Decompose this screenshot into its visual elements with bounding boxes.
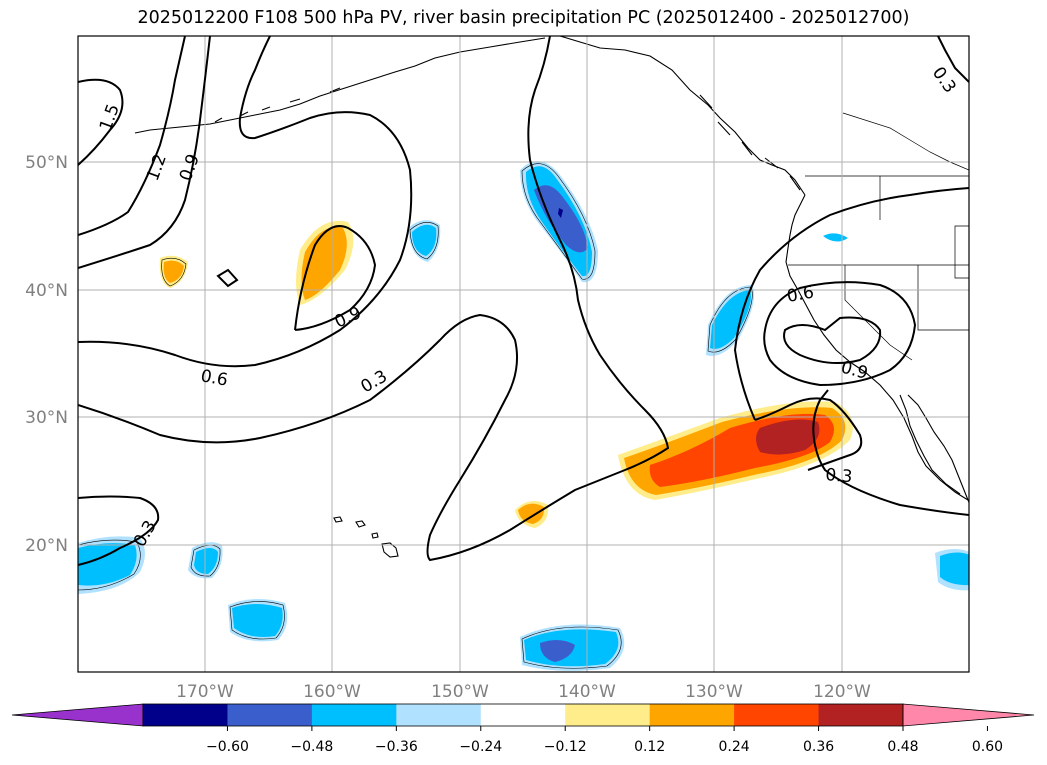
contour-label-0p3-east: 0.3 bbox=[825, 465, 854, 487]
precip-shading bbox=[78, 161, 969, 671]
contour-label-1p5: 1.5 bbox=[96, 101, 124, 133]
colorbar-segment bbox=[565, 704, 651, 726]
colorbar-tick-label: 0.24 bbox=[719, 739, 750, 755]
colorbar-segment bbox=[227, 704, 313, 726]
longitude-labels: 170°W 160°W 150°W 140°W 130°W 120°W bbox=[176, 682, 871, 702]
colorbar-frame bbox=[142, 703, 904, 727]
colorbar-tick-label: −0.48 bbox=[290, 739, 333, 755]
contour-label-0p9-east: 0.9 bbox=[839, 358, 870, 384]
colorbar-tick-label: 0.48 bbox=[887, 739, 918, 755]
borders bbox=[788, 112, 969, 361]
contour-label-0p3-central: 0.3 bbox=[358, 366, 391, 397]
colorbar-arrow-right bbox=[903, 704, 1034, 726]
colorbar-tick-label: −0.12 bbox=[544, 739, 587, 755]
lon-label-160w: 160°W bbox=[303, 682, 361, 702]
lat-label-20n: 20°N bbox=[25, 536, 68, 556]
colorbar: −0.60 −0.48 −0.36 −0.24 −0.12 0.12 0.24 0.36 0.4… bbox=[11, 703, 1035, 755]
colorbar-tick-label: 0.36 bbox=[803, 739, 834, 755]
lat-label-40n: 40°N bbox=[25, 281, 68, 301]
colorbar-segment bbox=[734, 704, 820, 726]
colorbar-segment bbox=[396, 704, 482, 726]
colorbar-tick-label: −0.36 bbox=[375, 739, 418, 755]
colorbar-segment bbox=[480, 704, 566, 726]
contour-label-1p2: 1.2 bbox=[143, 151, 171, 183]
contour-label-0p9-central: 0.9 bbox=[332, 303, 365, 333]
map-panel: 1.5 1.2 0.9 0.9 0.6 0.3 0.3 0.6 0.9 0.3 … bbox=[25, 35, 970, 702]
colorbar-ticks: −0.60 −0.48 −0.36 −0.24 −0.12 0.12 0.24 0.36 0.4… bbox=[206, 726, 1003, 755]
contour-label-0p6-east: 0.6 bbox=[785, 283, 815, 307]
contour-label-0p9-west: 0.9 bbox=[176, 151, 204, 183]
lon-label-130w: 130°W bbox=[685, 682, 743, 702]
colorbar-tick-label: 0.60 bbox=[972, 739, 1003, 755]
colorbar-segments bbox=[12, 704, 1034, 726]
contour-label-0p6-central: 0.6 bbox=[199, 366, 229, 390]
lat-label-30n: 30°N bbox=[25, 408, 68, 428]
map-frame bbox=[77, 35, 970, 673]
colorbar-arrow-left bbox=[12, 704, 143, 726]
colorbar-segment bbox=[143, 704, 228, 726]
lat-label-50n: 50°N bbox=[25, 153, 68, 173]
lon-label-120w: 120°W bbox=[813, 682, 871, 702]
colorbar-segment bbox=[311, 704, 397, 726]
lon-label-170w: 170°W bbox=[176, 682, 234, 702]
gridlines bbox=[78, 36, 969, 672]
latitude-labels: 50°N 40°N 30°N 20°N bbox=[25, 153, 68, 556]
lon-label-140w: 140°W bbox=[558, 682, 616, 702]
map-title: 2025012200 F108 500 hPa PV, river basin … bbox=[137, 8, 910, 28]
colorbar-tick-label: −0.60 bbox=[206, 739, 249, 755]
colorbar-tick-label: 0.12 bbox=[634, 739, 665, 755]
colorbar-segment bbox=[649, 704, 735, 726]
pv-contours bbox=[78, 36, 969, 566]
colorbar-tick-label: −0.24 bbox=[459, 739, 502, 755]
lon-label-150w: 150°W bbox=[431, 682, 489, 702]
colorbar-segment bbox=[818, 704, 904, 726]
precip-outlines bbox=[78, 163, 753, 669]
